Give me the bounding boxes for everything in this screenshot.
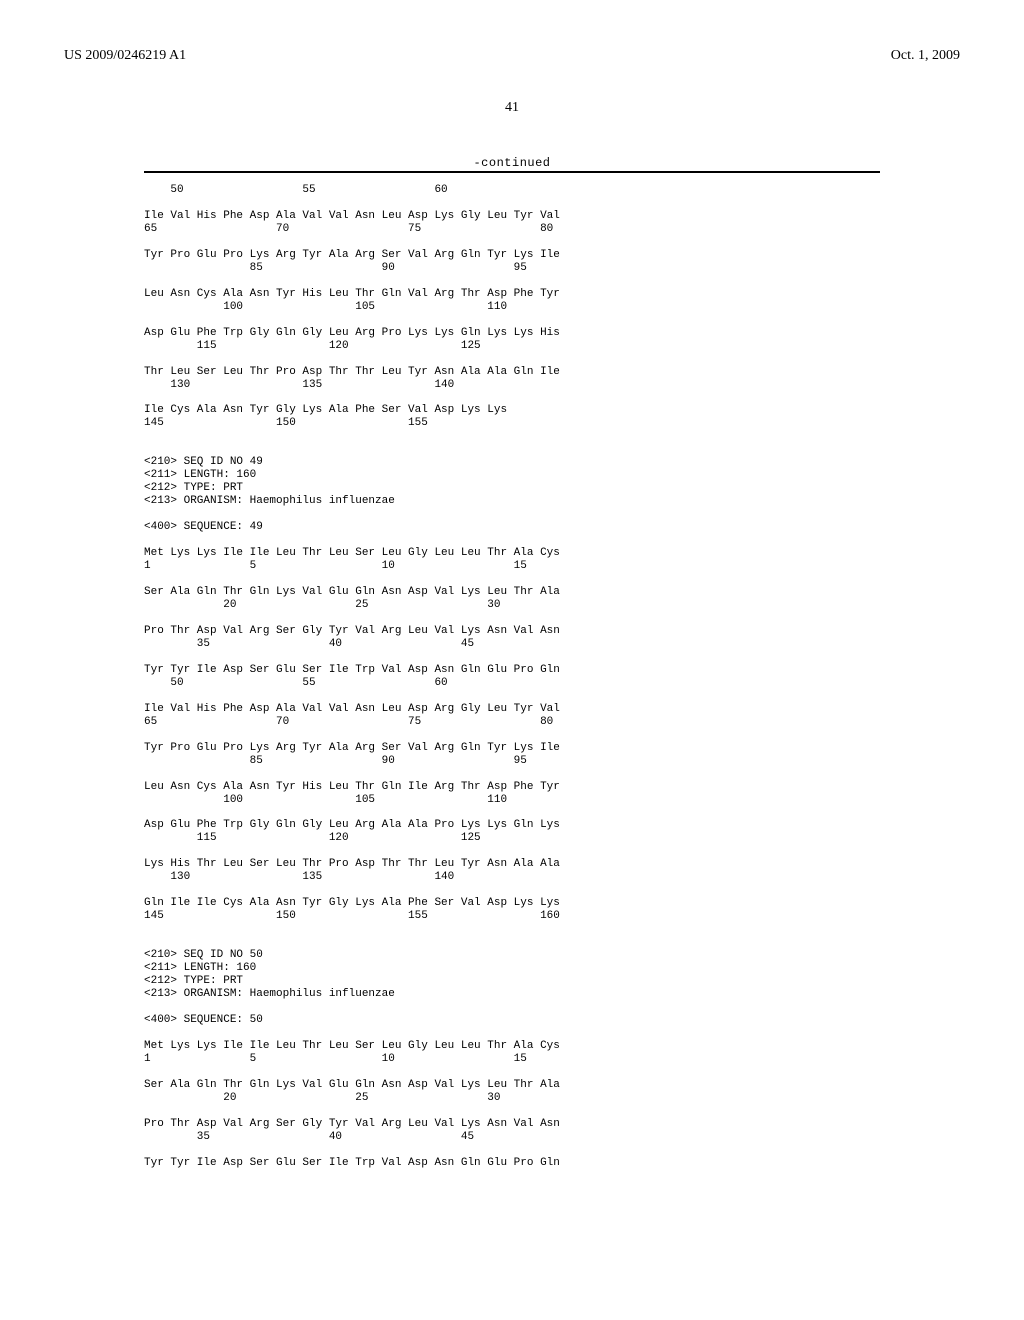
sequence-listing: 50 55 60 Ile Val His Phe Asp Ala Val Val… [144, 184, 960, 1170]
page-number: 41 [64, 100, 960, 116]
publication-date: Oct. 1, 2009 [891, 48, 960, 64]
section-rule [144, 171, 880, 173]
continued-label: -continued [144, 156, 880, 170]
publication-number: US 2009/0246219 A1 [64, 48, 186, 64]
